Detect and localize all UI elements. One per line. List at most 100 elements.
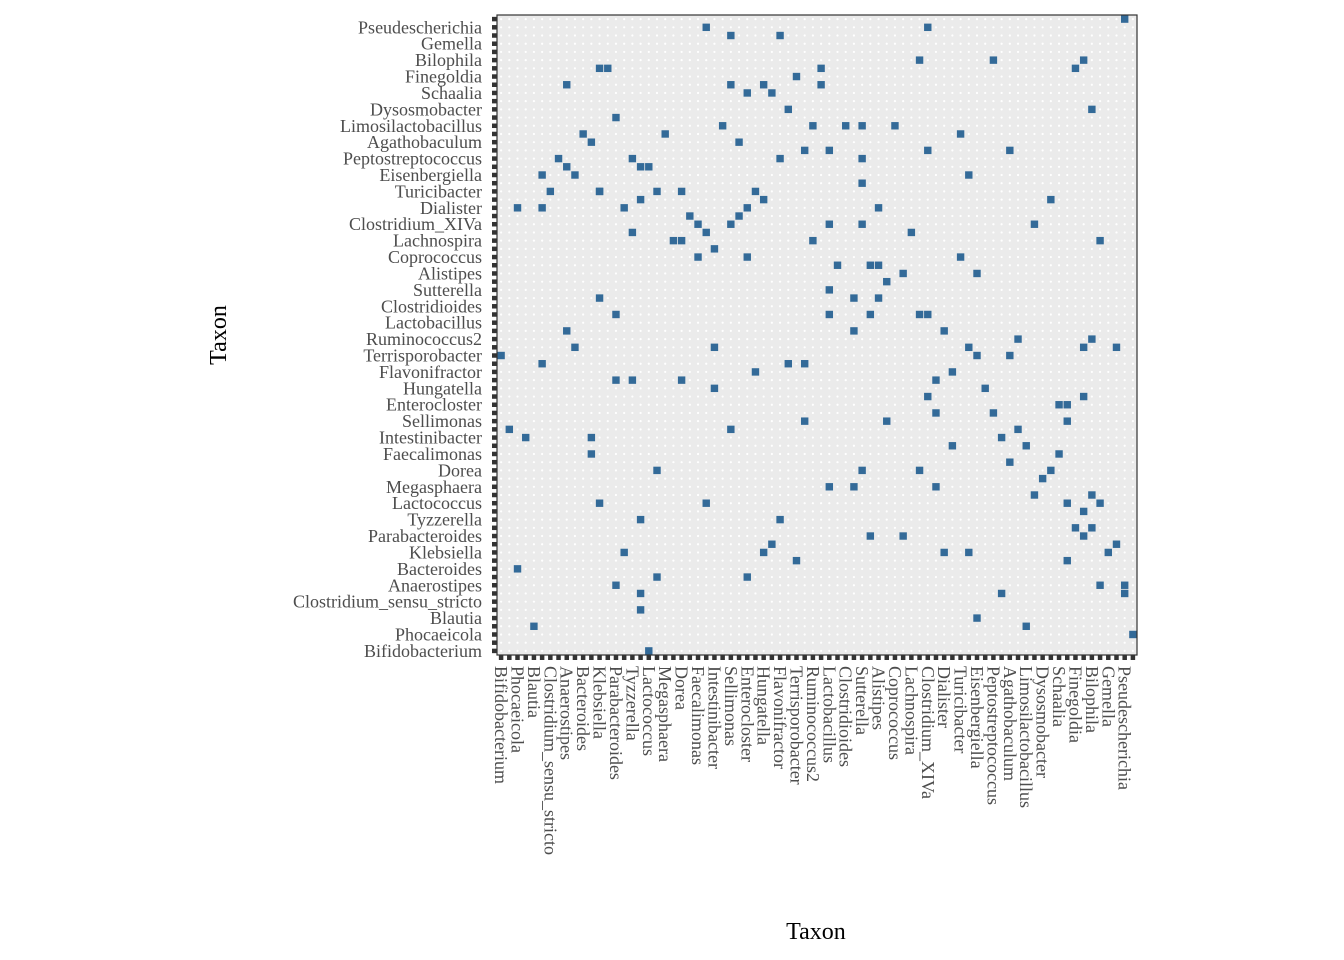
- grid-dot: [590, 305, 593, 308]
- grid-dot: [746, 338, 749, 341]
- grid-dot: [1000, 59, 1003, 62]
- grid-dot: [795, 34, 798, 37]
- grid-dot: [992, 198, 995, 201]
- grid-dot: [803, 469, 806, 472]
- grid-dot: [532, 534, 536, 538]
- grid-dot: [918, 379, 921, 382]
- grid-dot: [623, 526, 626, 529]
- grid-dot: [910, 305, 913, 308]
- grid-dot: [1008, 206, 1011, 209]
- grid-dot: [524, 559, 527, 562]
- grid-dot: [549, 116, 552, 119]
- grid-dot: [524, 296, 527, 300]
- grid-dot: [557, 231, 560, 234]
- grid-dot: [549, 338, 552, 341]
- grid-dot: [573, 223, 577, 226]
- grid-dot: [959, 485, 962, 488]
- grid-dot: [975, 231, 979, 234]
- grid-dot: [778, 247, 782, 250]
- grid-dot: [655, 255, 659, 259]
- grid-dot: [737, 370, 741, 374]
- grid-dot: [762, 272, 765, 275]
- grid-dot: [672, 264, 675, 267]
- grid-dot: [795, 42, 798, 45]
- grid-dot: [705, 313, 708, 316]
- grid-dot: [696, 182, 700, 185]
- grid-dot: [639, 157, 642, 160]
- grid-dot: [754, 329, 757, 332]
- grid-dot: [672, 231, 675, 234]
- grid-dot: [631, 616, 634, 620]
- grid-dot: [852, 543, 856, 546]
- grid-dot: [910, 411, 913, 415]
- grid-dot: [877, 239, 880, 242]
- grid-dot: [795, 223, 798, 226]
- grid-dot: [647, 116, 650, 119]
- grid-dot: [721, 214, 724, 218]
- grid-dot: [737, 567, 741, 570]
- grid-dot: [975, 444, 979, 447]
- grid-dot: [951, 141, 954, 144]
- grid-dot: [828, 26, 831, 29]
- grid-dot: [664, 296, 667, 300]
- grid-dot: [582, 354, 585, 357]
- grid-dot: [861, 436, 864, 439]
- grid-dot: [869, 567, 872, 570]
- grid-dot: [606, 641, 609, 644]
- grid-dot: [959, 608, 962, 611]
- grid-dot: [680, 182, 683, 185]
- grid-dot: [959, 403, 962, 406]
- grid-dot: [680, 625, 683, 628]
- grid-dot: [729, 616, 732, 620]
- grid-dot: [582, 379, 585, 382]
- grid-dot: [672, 592, 675, 595]
- grid-dot: [762, 34, 765, 37]
- grid-dot: [803, 124, 806, 127]
- grid-dot: [984, 108, 987, 111]
- grid-dot: [1016, 575, 1020, 579]
- grid-dot: [918, 559, 921, 562]
- grid-dot: [959, 641, 962, 644]
- grid-dot: [934, 477, 938, 480]
- grid-dot: [705, 239, 708, 242]
- grid-dot: [820, 592, 823, 595]
- grid-dot: [975, 452, 979, 456]
- grid-dot: [861, 370, 864, 374]
- grid-dot: [885, 485, 888, 488]
- grid-dot: [557, 403, 560, 406]
- grid-dot: [672, 305, 675, 308]
- grid-dot: [943, 321, 946, 324]
- grid-dot: [885, 141, 888, 144]
- grid-dot: [820, 116, 823, 119]
- grid-dot: [516, 157, 519, 160]
- grid-dot: [1016, 26, 1020, 29]
- grid-dot: [721, 567, 724, 570]
- grid-dot: [975, 83, 979, 86]
- grid-dot: [729, 551, 732, 554]
- grid-dot: [598, 387, 601, 390]
- grid-dot: [787, 239, 790, 242]
- grid-dot: [992, 165, 995, 168]
- grid-dot: [696, 313, 700, 316]
- grid-dot: [820, 346, 823, 349]
- grid-dot: [951, 379, 954, 382]
- grid-dot: [902, 600, 905, 603]
- grid-dot: [508, 149, 511, 152]
- grid-dot: [902, 559, 905, 562]
- grid-dot: [631, 338, 634, 341]
- grid-dot: [680, 633, 683, 636]
- grid-dot: [885, 354, 888, 357]
- grid-dot: [647, 83, 650, 86]
- grid-dot: [516, 190, 519, 193]
- grid-dot: [705, 641, 708, 644]
- grid-dot: [778, 551, 782, 554]
- grid-dot: [532, 469, 536, 472]
- grid-dot: [680, 649, 683, 653]
- grid-dot: [672, 567, 675, 570]
- grid-dot: [532, 124, 536, 127]
- grid-dot: [508, 584, 511, 587]
- grid-dot: [508, 34, 511, 37]
- grid-dot: [885, 182, 888, 185]
- grid-dot: [885, 436, 888, 439]
- grid-dot: [951, 288, 954, 291]
